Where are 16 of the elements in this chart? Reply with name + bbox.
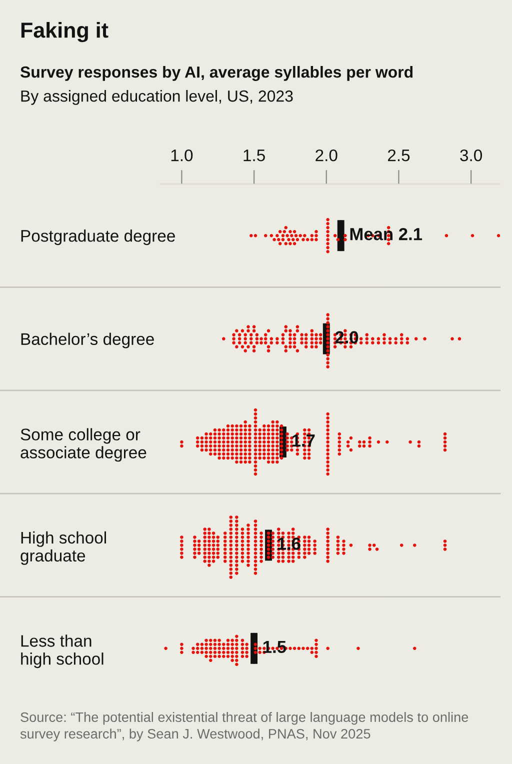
source-note: Source: “The potential existential threat of large language models to online survey research”, by Sean J. Westwood, PNAS, Nov 2025 [20,712,468,742]
y-tick-label: Less than high school [21,634,104,668]
x-tick-label: 2.0 [316,149,338,162]
annotation: Mean 2.1 [350,228,422,240]
chart-title: Faking it [21,22,108,42]
annotation: 1.7 [292,434,315,446]
x-tick-label: 3.0 [460,149,482,162]
annotation: 2.0 [335,331,358,344]
x-tick-label: 1.5 [244,150,265,162]
y-tick-label: High school graduate [20,531,106,565]
y-tick-label: Bachelor’s degree [21,332,154,348]
x-tick-label: 2.5 [388,149,410,162]
y-tick-label: Postgraduate degree [21,230,175,246]
chart-subtitle: Survey responses by AI, average syllables per word By assigned education level, US, 2023 [20,66,413,105]
x-tick-label: 1.0 [171,149,193,162]
y-tick-label: Some college or associate degree [20,428,146,462]
